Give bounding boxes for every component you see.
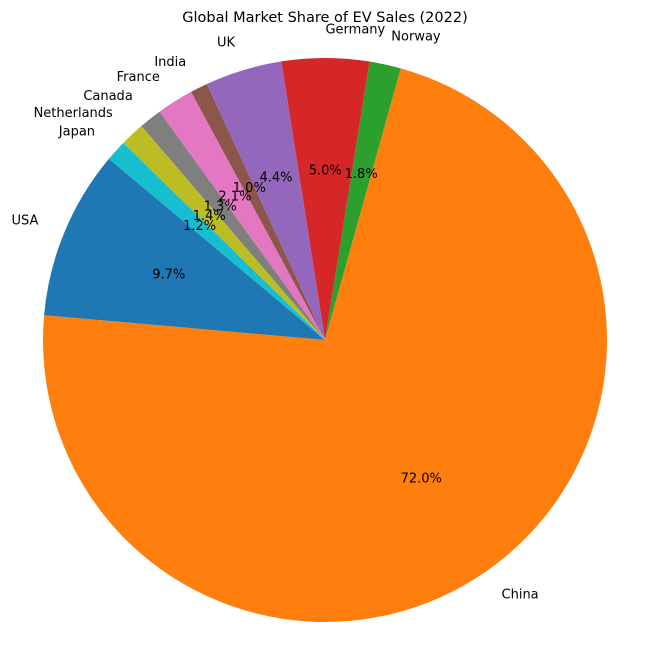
slice-percent-japan: 1.2% [183, 219, 216, 234]
slice-label-china: China [502, 588, 539, 603]
slice-label-uk: UK [217, 36, 236, 51]
slice-label-germany: Germany [325, 22, 385, 37]
pie-slice-india [190, 83, 325, 340]
slice-label-norway: Norway [391, 29, 441, 44]
slice-label-canada: Canada [83, 89, 132, 104]
slice-percent-labels: 9.7% 72.0% 1.8%5.0% 4.4%1.0%2.1%1.3%1.4%1.2… [152, 163, 442, 486]
slice-label-france: France [117, 70, 160, 85]
chart-title: Global Market Share of EV Sales (2022) [182, 10, 467, 26]
pie-slice-netherlands [123, 125, 325, 340]
slice-percent-uk: 4.4% [259, 171, 292, 186]
pie-slice-china [42, 68, 607, 622]
slice-percent-usa: 9.7% [152, 268, 185, 283]
slice-percent-canada: 1.3% [204, 200, 237, 215]
slice-label-japan: Japan [58, 124, 95, 139]
slice-percent-norway: 1.8% [345, 167, 378, 182]
pie-slice-japan [108, 142, 325, 340]
slice-label-india: India [154, 55, 186, 70]
slice-percent-netherlands: 1.4% [193, 209, 226, 224]
slice-percent-france: 2.1% [218, 189, 251, 204]
slice-label-netherlands: Netherlands [34, 106, 113, 121]
slice-percent-china: 72.0% [401, 472, 442, 487]
slice-label-usa: USA [12, 214, 39, 229]
slice-percent-germany: 5.0% [309, 163, 342, 178]
pie-slice-france [159, 91, 325, 340]
pie-slice-usa [44, 158, 326, 340]
pie-slice-canada [141, 111, 325, 340]
pie-slices [42, 58, 607, 622]
pie-slice-germany [281, 58, 370, 340]
pie-slice-norway [325, 61, 401, 341]
slice-percent-india: 1.0% [233, 181, 266, 196]
pie-slice-uk [206, 61, 325, 340]
